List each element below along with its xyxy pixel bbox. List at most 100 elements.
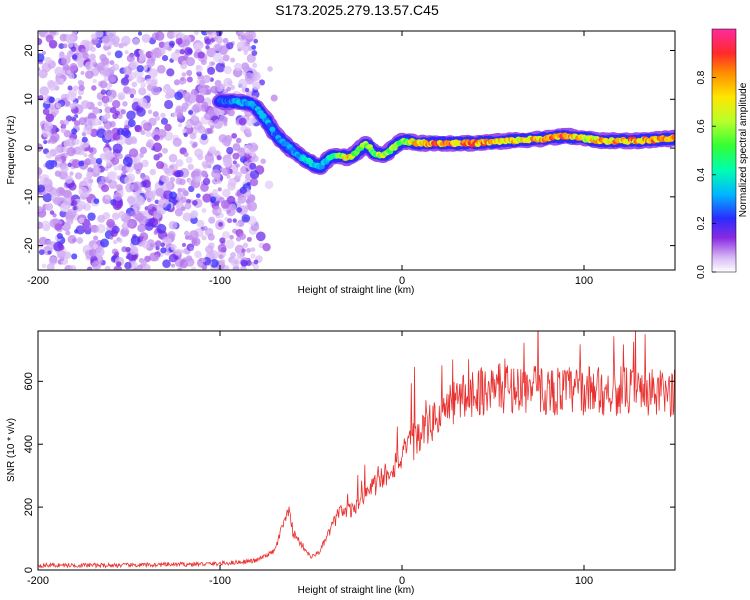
noise-blob	[236, 252, 244, 260]
figure-title: S173.2025.279.13.57.C45	[275, 2, 439, 18]
noise-blob	[69, 171, 74, 176]
noise-blob	[41, 263, 47, 269]
noise-blob	[81, 136, 88, 143]
noise-blob	[205, 89, 212, 96]
noise-blob	[101, 184, 110, 193]
noise-blob	[83, 153, 88, 158]
x-tick-label: -100	[209, 575, 231, 587]
noise-blob	[60, 127, 67, 134]
noise-blob	[87, 182, 93, 188]
noise-blob	[139, 146, 148, 155]
noise-blob	[226, 86, 231, 92]
noise-blob	[174, 255, 179, 260]
noise-blob	[45, 203, 53, 212]
noise-blob	[88, 248, 97, 257]
noise-blob	[169, 176, 176, 183]
noise-blob	[175, 37, 183, 45]
noise-blob	[192, 199, 198, 206]
colorbar-tick-label: 0.0	[696, 265, 707, 279]
noise-blob	[107, 51, 112, 56]
noise-blob	[38, 167, 43, 176]
noise-blob	[166, 238, 172, 245]
noise-blob	[124, 74, 129, 79]
noise-blob	[56, 250, 66, 260]
noise-blob	[109, 235, 114, 240]
noise-blob	[43, 140, 48, 145]
noise-blob	[120, 77, 130, 86]
noise-blob	[168, 40, 175, 47]
noise-blob	[86, 173, 93, 180]
noise-blob	[116, 127, 125, 136]
noise-blob	[146, 139, 154, 147]
noise-blob	[38, 143, 43, 152]
noise-blob	[240, 259, 248, 267]
noise-blob	[132, 202, 141, 212]
noise-blob	[249, 178, 259, 187]
noise-blob	[104, 106, 112, 114]
noise-blob	[210, 61, 216, 66]
noise-blob	[245, 198, 252, 204]
noise-blob	[54, 154, 61, 161]
y-tick-label: 400	[23, 435, 35, 453]
noise-blob	[260, 158, 266, 164]
noise-blob	[214, 79, 222, 87]
noise-blob	[195, 193, 201, 199]
x-tick-label: 0	[399, 575, 405, 587]
noise-blob	[220, 259, 226, 265]
noise-blob	[179, 80, 184, 85]
noise-blob	[136, 76, 144, 84]
noise-blob	[96, 223, 106, 234]
noise-blob	[54, 66, 64, 76]
noise-blob	[213, 43, 221, 52]
noise-blob	[63, 196, 72, 206]
noise-blob	[77, 95, 82, 100]
y-tick-label: 0	[23, 145, 35, 151]
noise-blob	[112, 112, 119, 120]
noise-blob	[87, 167, 93, 173]
noise-blob	[223, 77, 233, 87]
noise-blob	[124, 175, 134, 186]
noise-blob	[230, 252, 237, 259]
noise-blob	[196, 219, 205, 228]
noise-blob	[125, 183, 134, 193]
noise-blob	[216, 155, 222, 161]
noise-blob	[149, 217, 156, 224]
noise-blob	[66, 217, 74, 225]
colorbar-tick-label: 0.8	[696, 70, 707, 84]
noise-blob	[162, 259, 171, 268]
noise-blob	[200, 59, 207, 66]
noise-blob	[122, 101, 128, 107]
noise-blob	[239, 147, 245, 153]
noise-blob	[162, 84, 172, 94]
noise-blob	[228, 177, 237, 187]
noise-blob	[185, 57, 196, 67]
x-tick-label: 100	[575, 275, 593, 287]
noise-blob	[155, 188, 164, 197]
noise-blob	[166, 31, 176, 40]
noise-blob	[202, 177, 211, 186]
noise-blob	[126, 220, 135, 228]
noise-blob	[173, 31, 183, 39]
noise-blob	[153, 210, 162, 219]
noise-blob	[236, 41, 245, 50]
noise-blob	[100, 175, 106, 182]
noise-blob	[206, 47, 217, 58]
noise-blob	[184, 230, 190, 236]
noise-blob	[205, 156, 215, 165]
noise-blob	[140, 82, 146, 88]
noise-blob	[246, 53, 256, 64]
noise-blob	[242, 242, 249, 248]
noise-blob	[50, 132, 60, 143]
noise-blob	[232, 218, 237, 223]
noise-blob	[78, 186, 88, 197]
ridge-point	[671, 134, 675, 140]
noise-blob	[212, 206, 222, 216]
noise-blob	[60, 58, 67, 65]
noise-blob	[104, 265, 111, 270]
noise-blob	[222, 231, 230, 239]
noise-blob	[212, 188, 218, 195]
noise-blob	[128, 72, 137, 80]
noise-blob	[107, 74, 117, 83]
noise-blob	[264, 180, 274, 190]
